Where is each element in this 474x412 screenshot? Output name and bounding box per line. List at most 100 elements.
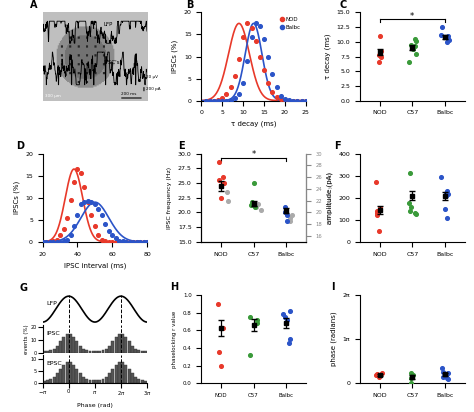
Point [88, 199, 95, 206]
Bar [89, 351, 91, 353]
Y-axis label: LFP frequency (Hz): LFP frequency (Hz) [328, 172, 333, 224]
Point [223, 97, 230, 104]
Bar [144, 381, 147, 383]
Point [285, 340, 293, 347]
Bar [98, 380, 101, 383]
Point [42, 239, 50, 245]
Point [290, 97, 297, 104]
Point [246, 314, 254, 320]
Text: A: A [30, 0, 37, 10]
Point [98, 236, 106, 243]
Point [247, 202, 255, 209]
Point [282, 206, 290, 213]
Text: E: E [178, 141, 185, 151]
Point [255, 200, 262, 207]
Bar [56, 346, 59, 353]
Point [206, 97, 213, 104]
Point [443, 375, 450, 381]
Bar [128, 369, 130, 383]
Bar [105, 377, 108, 383]
Point [84, 199, 91, 206]
Bar [72, 365, 75, 383]
Point [273, 94, 280, 101]
Point [67, 197, 74, 203]
Point [231, 95, 238, 102]
Point [116, 237, 123, 244]
Point [39, 239, 46, 245]
Point [248, 200, 255, 207]
Bar [111, 341, 114, 353]
Point [438, 24, 446, 30]
Point [407, 375, 415, 381]
Text: IPSC's: IPSC's [103, 60, 120, 65]
Point [286, 218, 293, 225]
Point [378, 47, 385, 54]
Text: LFP: LFP [47, 301, 57, 306]
Bar [59, 369, 62, 383]
Point [257, 206, 265, 213]
Point [239, 80, 247, 86]
Point [445, 370, 452, 377]
Point [210, 97, 218, 104]
X-axis label: τ decay (ms): τ decay (ms) [231, 121, 276, 127]
Bar [121, 362, 124, 383]
Point [281, 97, 289, 103]
Point [444, 191, 452, 198]
Bar [95, 351, 98, 353]
Point [256, 53, 264, 60]
Point [248, 199, 256, 205]
Bar [56, 373, 59, 383]
Text: G: G [20, 283, 27, 293]
Point [60, 225, 67, 232]
Point [283, 316, 291, 323]
Point [109, 239, 116, 245]
Point [251, 203, 259, 210]
X-axis label: IPSC interval (ms): IPSC interval (ms) [64, 262, 126, 269]
Point [408, 42, 415, 48]
Point [119, 238, 127, 245]
Text: F: F [334, 141, 341, 151]
Point [438, 173, 445, 180]
Bar [69, 362, 72, 383]
Point [298, 97, 305, 104]
Bar [131, 373, 134, 383]
Point [377, 49, 384, 56]
Point [409, 372, 416, 379]
Point [411, 210, 419, 217]
Bar [43, 351, 46, 353]
Point [46, 239, 54, 245]
Point [129, 239, 137, 245]
Point [73, 212, 81, 219]
Point [73, 166, 81, 172]
Point [445, 37, 453, 43]
Point [219, 97, 226, 104]
Point [442, 192, 450, 199]
Point [443, 214, 450, 221]
Bar [49, 350, 52, 353]
Bar [63, 365, 65, 383]
Point [281, 209, 289, 216]
Text: IPSC: IPSC [47, 331, 61, 336]
Point [376, 206, 383, 213]
Point [84, 198, 91, 205]
Point [129, 239, 137, 245]
Text: 200 ms: 200 ms [121, 92, 137, 96]
Point [218, 362, 225, 369]
Point [411, 35, 419, 42]
Point [119, 239, 127, 245]
Text: *: * [410, 12, 414, 21]
Point [281, 203, 289, 210]
Point [215, 349, 223, 356]
Point [298, 97, 305, 104]
Point [235, 56, 243, 62]
Point [39, 239, 46, 245]
Point [252, 20, 259, 27]
Point [227, 84, 235, 91]
Bar [134, 349, 137, 353]
Point [77, 170, 85, 177]
Bar [101, 379, 104, 383]
Point [409, 46, 417, 52]
Point [264, 53, 272, 60]
Point [405, 59, 413, 66]
Point [248, 33, 255, 40]
